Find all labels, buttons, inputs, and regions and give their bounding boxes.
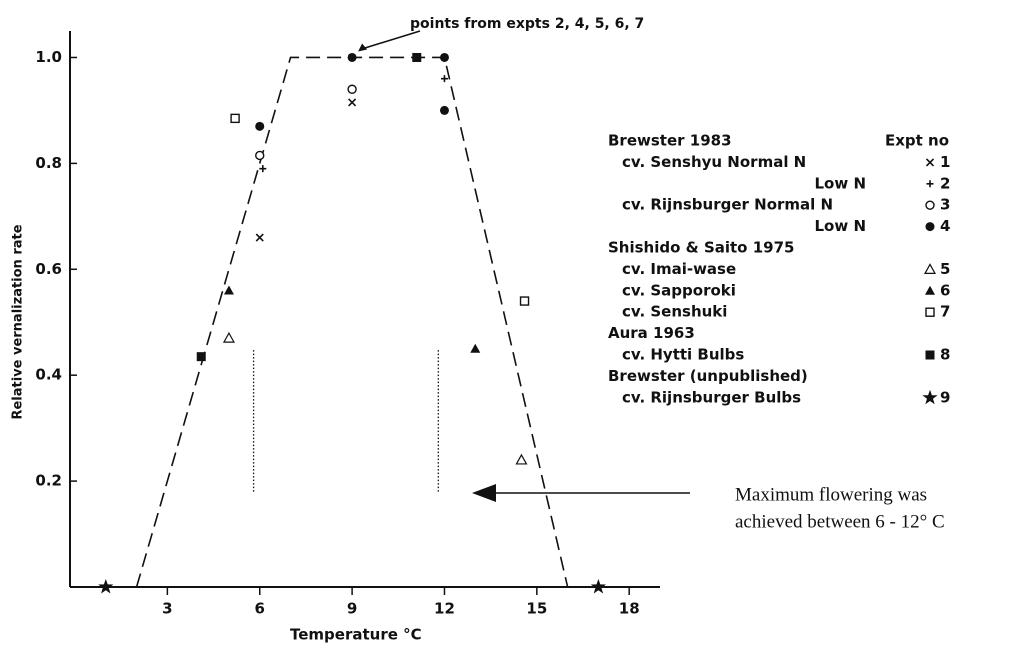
legend-expt: 2 [940,174,950,192]
point [515,453,528,465]
legend-expt: 5 [940,260,950,278]
legend-label: cv. Senshuki [622,303,727,321]
y-tick-label: 0.6 [35,260,62,278]
legend-header: Expt no [885,132,949,150]
legend-label: cv. Hytti Bulbs [622,346,744,364]
annotation-arrow [359,30,421,51]
y-tick-label: 0.2 [35,472,62,490]
x-tick-label: 15 [526,600,547,618]
legend-label: cv. Rijnsburger Normal N [622,196,833,214]
point [439,105,449,115]
legend-group-title: Aura 1963 [608,324,695,342]
point [348,98,357,107]
point [412,52,422,62]
point [196,352,206,362]
legend-group-title: Brewster 1983 [608,132,732,150]
legend-group-title: Brewster (unpublished) [608,367,808,385]
annotation: Maximum flowering was [735,484,927,505]
legend-expt: 9 [940,388,950,406]
legend-label: cv. Senshyu Normal N [622,153,806,171]
x-tick-label: 18 [619,600,640,618]
point [259,165,267,173]
point [98,579,114,594]
annotation-arrowhead [472,484,496,502]
y-tick-label: 1.0 [35,48,62,66]
x-axis-label: Temperature °C [290,626,422,644]
y-axis-label: Relative vernalization rate [11,224,26,419]
legend-marker [925,158,935,167]
point [347,52,357,62]
legend-expt: 8 [940,346,950,364]
point [519,296,530,306]
point [223,285,234,295]
legend-marker [925,222,935,232]
x-tick-label: 6 [255,600,265,618]
legend-expt: 6 [940,281,950,299]
annotation-arrowhead [358,43,368,52]
legend-expt: 1 [940,153,950,171]
legend-marker [925,200,935,210]
annotation: points from expts 2, 4, 5, 6, 7 [410,16,644,32]
legend-label: cv. Sapporoki [622,281,736,299]
x-tick-label: 9 [347,600,357,618]
point [255,150,265,161]
point [470,343,481,353]
annotation: achieved between 6 - 12° C [735,511,945,532]
point [255,121,265,131]
y-tick-label: 0.8 [35,154,62,172]
legend-marker [925,350,935,360]
legend-label: cv. Rijnsburger Bulbs [622,388,801,406]
legend-marker [923,263,937,274]
legend-expt: 4 [940,217,950,235]
legend-group-title: Shishido & Saito 1975 [608,239,794,257]
legend-label: Low N [815,217,867,235]
x-tick-label: 12 [434,600,455,618]
legend-expt: 7 [940,303,950,321]
y-tick-label: 0.4 [35,366,62,384]
x-tick-label: 3 [162,600,172,618]
legend-expt: 3 [940,196,950,214]
point [440,75,448,83]
point [222,331,235,343]
point [255,233,264,242]
legend-marker [925,307,935,317]
legend-marker [925,285,935,295]
trend-line [135,56,569,588]
legend-marker [922,389,938,405]
point [230,113,240,124]
legend-marker [926,180,934,188]
point [590,579,606,594]
legend-label: cv. Imai-wase [622,260,736,278]
point [439,52,449,62]
point [347,84,357,94]
legend-label: Low N [815,174,867,192]
